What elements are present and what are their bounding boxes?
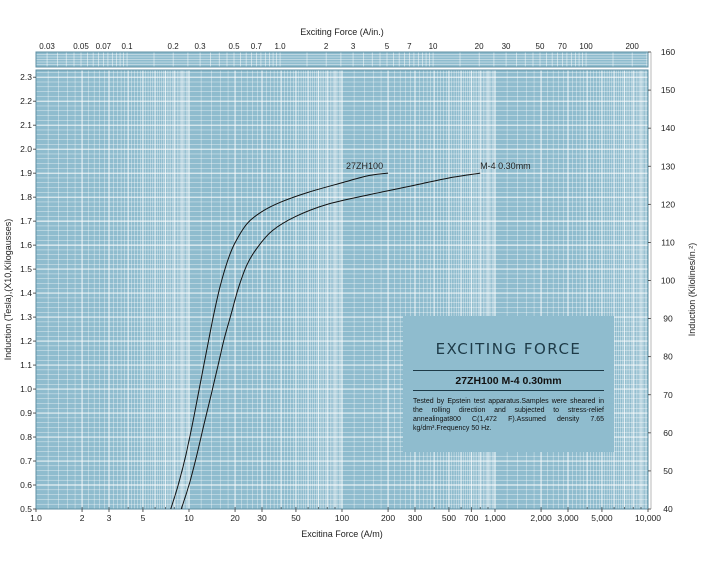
x2-tick-label: 0.07	[96, 42, 112, 51]
y-tick-label: 1.2	[20, 336, 32, 346]
x-tick-label: 10	[184, 513, 194, 523]
box-test-note: Tested by Epstein test apparatus.Samples…	[413, 398, 604, 432]
x-tick-label: 300	[408, 513, 422, 523]
y2-tick-label: 160	[661, 47, 675, 57]
x2-tick-label: 100	[579, 42, 593, 51]
y2-tick-label: 110	[661, 237, 675, 247]
y-axis-title: Induction (Tesla),(X10,Kilogausses)	[3, 219, 13, 361]
x-tick-label: 1,000	[484, 513, 506, 523]
y-tick-label: 1.1	[20, 360, 32, 370]
x2-tick-label: 20	[475, 42, 484, 51]
x2-tick-label: 10	[429, 42, 438, 51]
box-divider	[413, 370, 604, 371]
x2-tick-label: 7	[407, 42, 412, 51]
y-tick-label: 0.5	[20, 504, 32, 514]
y-tick-label: 1.7	[20, 216, 32, 226]
x-tick-label: 700	[464, 513, 478, 523]
y-tick-label: 1.5	[20, 264, 32, 274]
y-tick-label: 1.6	[20, 240, 32, 250]
y-tick-label: 2.0	[20, 144, 32, 154]
x2-tick-label: 1.0	[274, 42, 286, 51]
x-tick-label: 50	[291, 513, 301, 523]
y2-tick-label: 50	[663, 466, 673, 476]
y2-tick-label: 60	[663, 428, 673, 438]
y2-tick-label: 150	[661, 85, 675, 95]
x2-axis-title: Exciting Force (A/in.)	[300, 27, 384, 37]
y-tick-label: 2.2	[20, 96, 32, 106]
x-tick-label: 2	[80, 513, 85, 523]
x2-tick-label: 50	[536, 42, 545, 51]
x2-tick-label: 3	[351, 42, 356, 51]
y-tick-label: 1.3	[20, 312, 32, 322]
y2-axis-title: Induction (Kilolines/in.²)	[687, 243, 697, 337]
x-tick-label: 10,000	[635, 513, 661, 523]
y-tick-label: 0.9	[20, 408, 32, 418]
x2-tick-label: 30	[502, 42, 511, 51]
x2-tick-label: 5	[385, 42, 390, 51]
legend-box: EXCITING FORCE 27ZH100 M-4 0.30mm Tested…	[403, 316, 614, 452]
y2-tick-label: 140	[661, 123, 675, 133]
x2-tick-label: 0.1	[121, 42, 133, 51]
x-tick-label: 20	[230, 513, 240, 523]
x2-tick-label: 0.03	[39, 42, 55, 51]
y-tick-label: 1.4	[20, 288, 32, 298]
curve-27zh100	[170, 172, 389, 510]
y2-tick-label: 90	[663, 314, 673, 324]
y2-tick-label: 100	[661, 276, 675, 286]
x-tick-label: 5	[141, 513, 146, 523]
x-tick-label: 1.0	[30, 513, 42, 523]
box-divider	[413, 390, 604, 391]
band-frame	[35, 51, 649, 68]
x-tick-label: 3	[107, 513, 112, 523]
x-tick-label: 30	[257, 513, 267, 523]
y-tick-label: 2.1	[20, 120, 32, 130]
y-tick-label: 1.0	[20, 384, 32, 394]
x-tick-label: 100	[335, 513, 349, 523]
x-tick-label: 500	[442, 513, 456, 523]
x-tick-label: 5,000	[591, 513, 613, 523]
curve-annotation: 27ZH100	[346, 161, 383, 171]
y-tick-label: 0.8	[20, 432, 32, 442]
box-grade-label: 27ZH100 M-4 0.30mm	[455, 375, 562, 387]
y2-tick-label: 130	[661, 161, 675, 171]
box-title: EXCITING FORCE	[435, 340, 582, 358]
y-tick-label: 2.3	[20, 72, 32, 82]
x2-tick-label: 0.5	[228, 42, 240, 51]
y-tick-label: 1.9	[20, 168, 32, 178]
curve-m4-030mm	[180, 172, 481, 510]
x-tick-label: 200	[381, 513, 395, 523]
x2-tick-label: 70	[558, 42, 567, 51]
y-tick-label: 0.7	[20, 456, 32, 466]
y2-tick-label: 70	[663, 390, 673, 400]
x2-tick-label: 0.7	[251, 42, 263, 51]
x2-tick-label: 0.05	[73, 42, 89, 51]
y-tick-label: 0.6	[20, 480, 32, 490]
y-tick-label: 1.8	[20, 192, 32, 202]
x2-tick-label: 0.2	[168, 42, 180, 51]
x-tick-label: 2,000	[530, 513, 552, 523]
y2-tick-label: 40	[663, 504, 673, 514]
x-axis-title: Excitina Force (A/m)	[301, 529, 383, 539]
y2-tick-label: 120	[661, 199, 675, 209]
x2-tick-label: 0.3	[194, 42, 206, 51]
x2-tick-label: 2	[324, 42, 329, 51]
x2-tick-label: 200	[625, 42, 639, 51]
y2-tick-label: 80	[663, 352, 673, 362]
curve-annotation: M-4 0.30mm	[480, 161, 531, 171]
x-tick-label: 3,000	[557, 513, 579, 523]
